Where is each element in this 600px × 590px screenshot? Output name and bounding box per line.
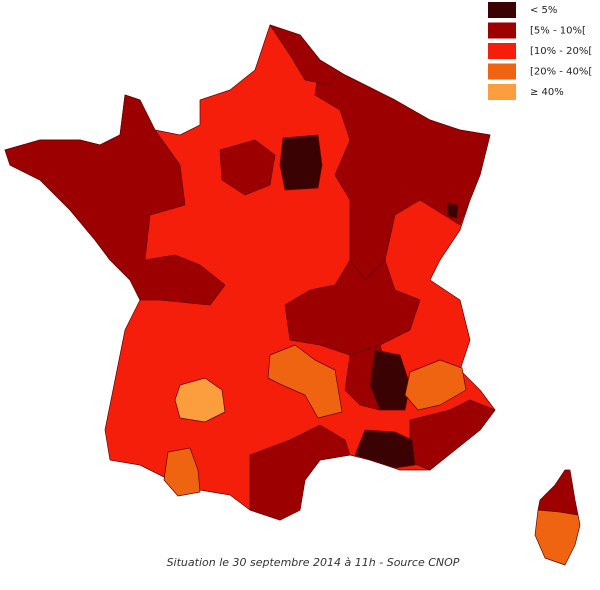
legend-label: < 5% — [530, 5, 557, 16]
northeast-region — [314, 59, 491, 281]
auvergne-orange — [267, 344, 343, 419]
corsica-south — [534, 509, 581, 566]
legend-swatch — [488, 43, 516, 59]
west-region — [4, 94, 226, 306]
alsace-spot — [447, 202, 459, 219]
legend: < 5% [5% - 10%[ [10% - 20%[ [20% - 40%[ ≥ 40… — [488, 2, 592, 100]
dordogne-light — [174, 377, 226, 423]
legend-swatch — [488, 84, 516, 100]
corsica-north — [537, 469, 579, 516]
legend-swatch — [488, 63, 516, 80]
marseille-area — [354, 429, 416, 469]
paris-area — [279, 134, 323, 191]
alps-orange — [404, 359, 467, 411]
normandy-east — [219, 139, 276, 196]
legend-label: [5% - 10%[ — [530, 26, 586, 37]
legend-label: [10% - 20%[ — [530, 46, 592, 57]
map — [4, 24, 581, 566]
legend-swatch — [488, 22, 516, 39]
south-region — [249, 424, 351, 521]
lyon-area — [369, 349, 411, 411]
pyrenees-orange — [163, 447, 201, 497]
legend-label: ≥ 40% — [530, 87, 564, 98]
caption: Situation le 30 septembre 2014 à 11h - S… — [167, 556, 460, 569]
legend-label: [20% - 40%[ — [530, 67, 592, 78]
southeast-region — [409, 399, 496, 471]
legend-swatch — [488, 2, 516, 18]
north-tip — [269, 24, 341, 86]
